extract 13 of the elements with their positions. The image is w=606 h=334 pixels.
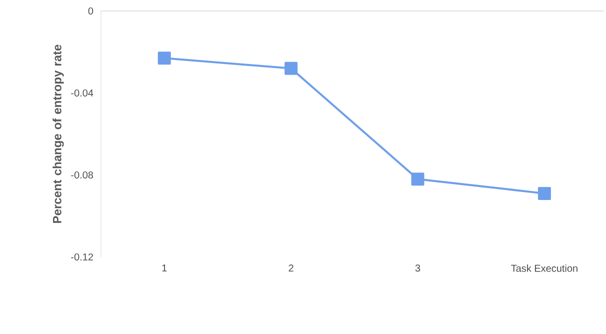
y-tick-label: 0 bbox=[88, 7, 94, 15]
point bbox=[411, 172, 424, 186]
y-axis-title: Percent change of entropy rate bbox=[52, 44, 64, 223]
y-tick-label: -0.12 bbox=[71, 253, 93, 261]
point bbox=[284, 62, 298, 75]
y-tick-label: -0.08 bbox=[71, 171, 94, 179]
point bbox=[538, 186, 551, 200]
x-tick-label: 1 bbox=[162, 264, 167, 272]
x-tick-label: 2 bbox=[288, 264, 294, 272]
point bbox=[158, 52, 171, 65]
x-tick-label: 3 bbox=[415, 264, 420, 272]
y-tick-label: -0.04 bbox=[71, 89, 94, 97]
x-tick-label: Task Execution bbox=[511, 264, 578, 272]
